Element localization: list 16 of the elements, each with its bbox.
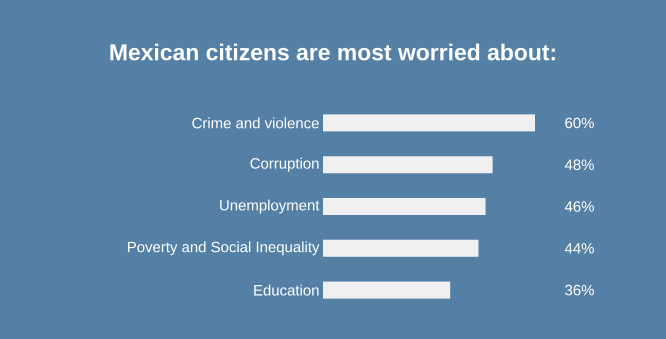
data-label: 44% bbox=[564, 243, 594, 254]
data-label: 60% bbox=[565, 118, 594, 128]
bar bbox=[323, 198, 486, 215]
data-label: 36% bbox=[565, 284, 594, 296]
data-label: 48% bbox=[564, 159, 594, 170]
y-tick-label: Crime and violence bbox=[192, 117, 319, 128]
y-tick-label: Education bbox=[254, 284, 319, 296]
data-label: 46% bbox=[564, 201, 594, 212]
y-tick-label: Poverty and Social Inequality bbox=[128, 241, 320, 256]
bar bbox=[323, 114, 535, 132]
bar bbox=[323, 282, 450, 299]
bar bbox=[323, 240, 478, 257]
y-tick-label: Unemployment bbox=[220, 200, 320, 214]
chart-title: Mexican citizens are most worried about: bbox=[110, 44, 555, 60]
y-tick-label: Corruption bbox=[250, 158, 319, 172]
bar bbox=[323, 156, 493, 174]
